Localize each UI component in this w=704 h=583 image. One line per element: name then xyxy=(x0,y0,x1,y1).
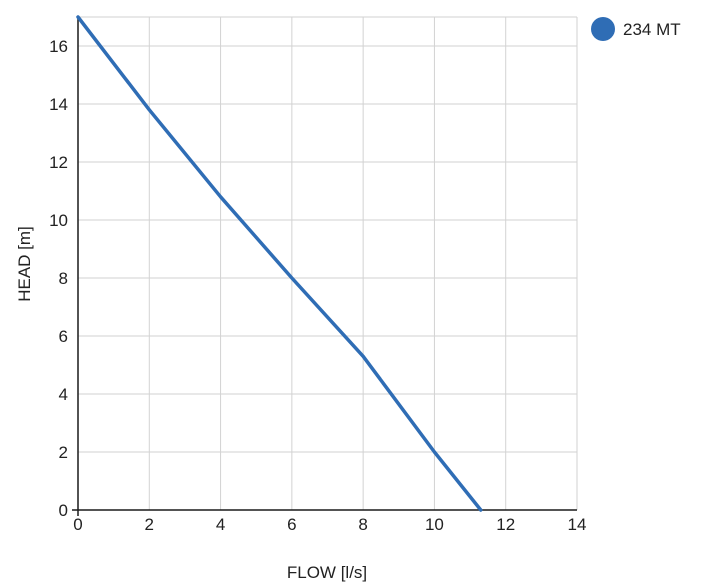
y-tick-label-6: 6 xyxy=(59,327,68,346)
x-tick-label-10: 10 xyxy=(425,515,444,534)
x-tick-label-12: 12 xyxy=(496,515,515,534)
x-tick-label-14: 14 xyxy=(568,515,587,534)
series-line-0 xyxy=(76,15,483,512)
x-tick-label-0: 0 xyxy=(73,515,82,534)
grid xyxy=(77,16,578,511)
y-tick-label-16: 16 xyxy=(49,37,68,56)
x-tick-label-4: 4 xyxy=(216,515,225,534)
y-tick-label-0: 0 xyxy=(59,501,68,520)
legend-label-234-mt: 234 MT xyxy=(623,20,681,39)
x-tick-label-6: 6 xyxy=(287,515,296,534)
axes xyxy=(72,17,577,516)
legend: 234 MT xyxy=(591,17,681,41)
y-tick-labels: 0 2 4 6 8 10 12 14 16 xyxy=(49,37,68,520)
x-tick-label-2: 2 xyxy=(145,515,154,534)
legend-marker-234-mt xyxy=(591,17,615,41)
y-tick-label-10: 10 xyxy=(49,211,68,230)
y-tick-label-2: 2 xyxy=(59,443,68,462)
series-lines xyxy=(76,15,483,512)
y-tick-label-12: 12 xyxy=(49,153,68,172)
y-tick-label-4: 4 xyxy=(59,385,68,404)
x-axis-title: FLOW [l/s] xyxy=(287,563,367,582)
x-tick-labels: 0 2 4 6 8 10 12 14 xyxy=(73,515,586,534)
x-tick-label-8: 8 xyxy=(358,515,367,534)
y-tick-label-14: 14 xyxy=(49,95,68,114)
y-axis-title: HEAD [m] xyxy=(15,226,34,302)
y-tick-label-8: 8 xyxy=(59,269,68,288)
